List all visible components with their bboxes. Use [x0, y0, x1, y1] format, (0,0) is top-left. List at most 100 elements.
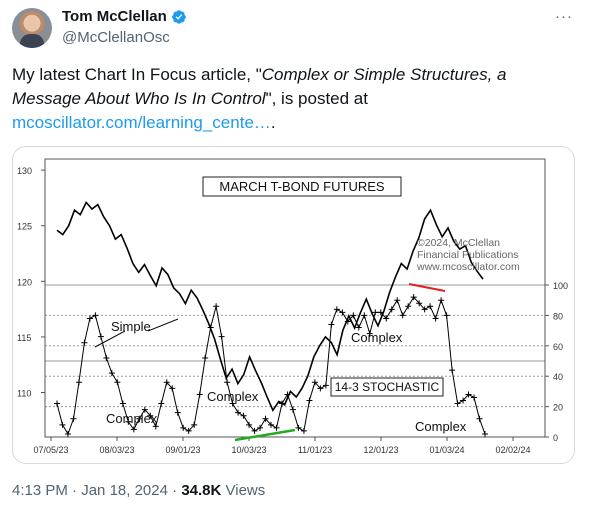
bond-futures-chart: 130 125 120 115 110 100 80 60 40 20 0 07/05/23 08/… [13, 147, 574, 463]
stochastic-point [449, 367, 456, 374]
stochastic-label-box [330, 377, 444, 397]
chart-frame [44, 158, 546, 438]
stochastic-point [114, 379, 121, 386]
tweet-date[interactable]: Jan 18, 2024 [81, 482, 168, 499]
stochastic-point [136, 415, 143, 422]
price-series [56, 200, 484, 412]
tweet-text-before: My latest Chart In Focus article, " [12, 65, 262, 84]
stochastic-point [344, 318, 351, 325]
stochastic-point [361, 312, 368, 319]
stochastic-point [311, 379, 318, 386]
meta-separator-2: · [167, 482, 182, 499]
chart-image[interactable]: 130 125 120 115 110 100 80 60 40 20 0 07/05/23 08/… [12, 146, 575, 464]
watermark-line-1: ©2024, McClellan [417, 237, 500, 249]
stochastic-point [454, 400, 461, 407]
stochastic-tick-label: 20 [553, 403, 563, 413]
stochastic-point [262, 415, 269, 422]
author-handle[interactable]: @McClellanOsc [62, 29, 170, 46]
price-tick-label: 110 [17, 389, 31, 399]
green-trendline [234, 428, 296, 442]
stochastic-point [410, 294, 417, 301]
price-tick-label: 115 [17, 333, 31, 343]
stochastic-point [377, 309, 384, 316]
date-tick-label: 02/02/24 [495, 445, 530, 455]
chart-title-box [202, 176, 402, 197]
stochastic-point [399, 312, 406, 319]
stochastic-point [169, 385, 176, 392]
stochastic-point [273, 424, 280, 431]
annotation-pointer-simple-2 [147, 318, 179, 332]
more-options-icon[interactable]: ··· [555, 8, 573, 25]
stochastic-point [54, 400, 60, 407]
stochastic-point [300, 427, 307, 434]
stochastic-point [476, 415, 483, 422]
stochastic-point [339, 309, 346, 316]
date-tick-label: 09/01/23 [165, 445, 200, 455]
stochastic-point [97, 333, 104, 340]
author-name[interactable]: Tom McClellan [62, 8, 167, 25]
stochastic-point [141, 406, 148, 413]
article-title: Complex or Simple Structures, a Message … [12, 65, 507, 108]
stochastic-point [333, 306, 340, 313]
stochastic-point [482, 430, 488, 437]
stochastic-point [92, 312, 99, 319]
stochastic-tick-label: 100 [553, 281, 568, 291]
red-trendline [408, 283, 446, 292]
stochastic-point [284, 391, 291, 398]
stochastic-point [465, 391, 472, 398]
date-tick-label: 10/03/23 [231, 445, 266, 455]
stochastic-point [59, 421, 66, 428]
stochastic-point [108, 370, 115, 377]
annotation-complex-4: Complex [415, 419, 467, 434]
stochastic-point [383, 315, 390, 322]
stochastic-point [158, 400, 165, 407]
stochastic-tick-label: 40 [553, 372, 563, 382]
stochastic-label: 14-3 STOCHASTIC [335, 380, 440, 394]
stochastic-point [438, 297, 445, 304]
stochastic-point [306, 397, 313, 404]
stochastic-point [224, 379, 231, 386]
tweet-text-after: ", is posted at [265, 89, 368, 108]
stochastic-point [119, 400, 126, 407]
stochastic-point [421, 306, 428, 313]
stochastic-point [427, 303, 434, 310]
stochastic-point [278, 400, 285, 407]
watermark-line-3: www.mcoscillator.com [416, 261, 520, 273]
stochastic-point [75, 379, 82, 386]
stochastic-point [64, 430, 71, 437]
stochastic-point [322, 382, 329, 389]
annotation-simple: Simple [111, 319, 151, 334]
tweet-time[interactable]: 4:13 PM [12, 482, 68, 499]
verified-badge-icon [171, 9, 186, 24]
price-tick-label: 120 [17, 277, 32, 287]
date-axis: 07/05/23 08/03/23 09/01/23 10/03/23 11/01/23… [33, 437, 531, 455]
stochastic-point [443, 312, 450, 319]
date-tick-label: 12/01/23 [363, 445, 398, 455]
stochastic-point [295, 424, 302, 431]
stochastic-point [350, 312, 357, 319]
author-row: Tom McClellan [62, 8, 187, 25]
price-axis: 130 125 120 115 110 [17, 166, 45, 399]
tweet-text: My latest Chart In Focus article, "Compl… [12, 63, 572, 135]
link-trailing: . [270, 113, 276, 132]
price-line [56, 200, 484, 412]
stochastic-point [213, 303, 220, 310]
stochastic-point [81, 339, 88, 346]
article-link[interactable]: mcoscillator.com/learning_cente… [12, 113, 271, 132]
date-tick-label: 01/03/24 [429, 445, 464, 455]
tweet-meta: 4:13 PM · Jan 18, 2024 · 34.8K Views [12, 482, 265, 499]
stochastic-tick-label: 60 [553, 342, 563, 352]
avatar[interactable] [12, 8, 52, 48]
stochastic-series [54, 294, 488, 437]
stochastic-point [251, 427, 258, 434]
meta-separator: · [67, 482, 82, 499]
stochastic-point [191, 421, 198, 428]
stochastic-point [289, 406, 296, 413]
stochastic-point [405, 303, 412, 310]
stochastic-point [185, 427, 192, 434]
stochastic-point [180, 424, 187, 431]
stochastic-point [70, 415, 77, 422]
stochastic-point [86, 315, 93, 322]
stochastic-point [317, 385, 324, 392]
date-tick-label: 08/03/23 [99, 445, 134, 455]
